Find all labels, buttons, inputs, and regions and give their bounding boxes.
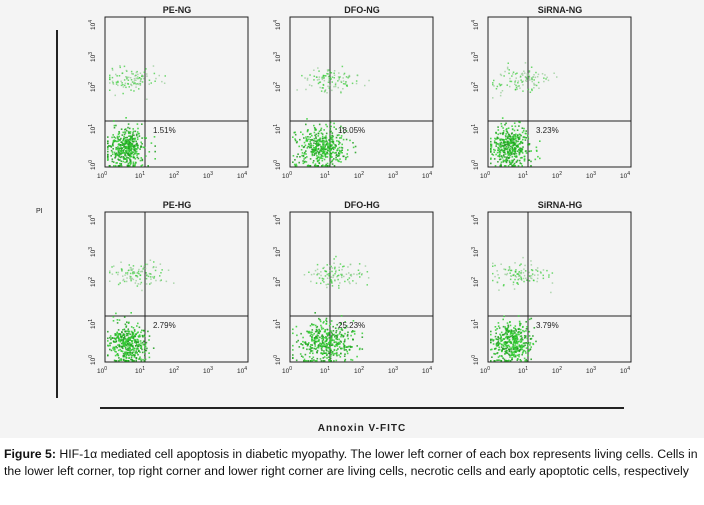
x-tick-label: 104 (620, 171, 630, 180)
panel-pe-ng: PE-NG 1.51% 100 101 102 103 104 100 101 102 103 104 (88, 5, 249, 180)
x-tick-label: 103 (586, 171, 596, 180)
panel-title: SiRNA-HG (538, 200, 583, 210)
y-tick-label: 101 (273, 124, 282, 134)
x-tick-label: 103 (388, 171, 398, 180)
x-tick-label: 102 (552, 366, 562, 375)
event-dots (490, 256, 554, 362)
panels-layer: PE-NG 1.51% 100 101 102 103 104 100 101 102 103 104… (88, 5, 632, 375)
x-tick-label: 103 (586, 366, 596, 375)
x-tick-label: 101 (518, 171, 528, 180)
x-tick-label: 104 (422, 171, 432, 180)
x-tick-label: 102 (354, 366, 364, 375)
y-tick-label: 102 (471, 277, 480, 287)
x-tick-label: 102 (169, 171, 179, 180)
y-tick-label: 104 (88, 215, 97, 225)
x-tick-label: 101 (320, 366, 330, 375)
panel-dfo-ng: DFO-NG 18.05% 100 101 102 103 104 100 101 102 103 1… (273, 5, 434, 180)
y-tick-label: 100 (471, 355, 480, 365)
x-tick-label: 102 (354, 171, 364, 180)
y-tick-label: 101 (471, 319, 480, 329)
y-tick-label: 104 (88, 20, 97, 30)
y-tick-label: 103 (88, 52, 97, 62)
y-tick-label: 103 (273, 247, 282, 257)
panel-title: DFO-NG (344, 5, 380, 15)
y-tick-label: 100 (273, 355, 282, 365)
y-tick-label: 101 (88, 124, 97, 134)
figure-area: PI Annoxin V-FITC PE-NG 1.51% 100 101 102 103… (0, 0, 704, 438)
apoptosis-percent-label: 3.23% (536, 126, 559, 135)
y-tick-label: 104 (471, 215, 480, 225)
panel-frame (289, 211, 434, 363)
x-tick-label: 101 (518, 366, 528, 375)
panel-frame (289, 16, 434, 168)
event-dots (292, 255, 370, 362)
figure-caption: Figure 5: HIF-1α mediated cell apoptosis… (4, 446, 700, 480)
apoptosis-percent-label: 2.79% (153, 321, 176, 330)
x-tick-label: 100 (480, 171, 490, 180)
panel-sirna-ng: SiRNA-NG 3.23% 100 101 102 103 104 100 101 102 103… (471, 5, 632, 180)
panel-title: SiRNA-NG (538, 5, 583, 15)
y-tick-label: 101 (273, 319, 282, 329)
y-tick-label: 100 (471, 160, 480, 170)
apoptosis-percent-label: 25.23% (338, 321, 365, 330)
panel-title: PE-HG (163, 200, 192, 210)
y-tick-label: 103 (88, 247, 97, 257)
y-tick-label: 102 (471, 82, 480, 92)
panel-frame (487, 16, 632, 168)
y-tick-label: 104 (273, 20, 282, 30)
x-tick-label: 100 (97, 366, 107, 375)
apoptosis-percent-label: 3.79% (536, 321, 559, 330)
x-tick-label: 103 (203, 366, 213, 375)
event-dots (292, 65, 370, 167)
y-tick-label: 100 (88, 160, 97, 170)
panel-frame (487, 211, 632, 363)
y-tick-label: 100 (273, 160, 282, 170)
x-tick-label: 103 (203, 171, 213, 180)
apoptosis-percent-label: 18.05% (338, 126, 365, 135)
event-dots (107, 259, 175, 362)
event-dots (490, 62, 558, 167)
y-tick-label: 102 (273, 82, 282, 92)
y-tick-label: 103 (471, 247, 480, 257)
x-tick-label: 100 (97, 171, 107, 180)
caption-text: HIF-1α mediated cell apoptosis in diabet… (4, 447, 698, 478)
event-dots (107, 65, 166, 167)
y-tick-label: 101 (471, 124, 480, 134)
x-tick-label: 100 (282, 171, 292, 180)
x-tick-label: 102 (169, 366, 179, 375)
y-tick-label: 101 (88, 319, 97, 329)
y-tick-label: 102 (88, 82, 97, 92)
panel-frame (104, 211, 249, 363)
x-tick-label: 104 (237, 366, 247, 375)
x-tick-label: 104 (422, 366, 432, 375)
y-tick-label: 104 (273, 215, 282, 225)
x-tick-label: 101 (135, 366, 145, 375)
x-tick-label: 104 (237, 171, 247, 180)
x-axis-label: Annoxin V-FITC (318, 423, 406, 434)
x-tick-label: 100 (282, 366, 292, 375)
panel-frame (104, 16, 249, 168)
y-tick-label: 103 (471, 52, 480, 62)
y-tick-label: 102 (273, 277, 282, 287)
panel-title: PE-NG (163, 5, 192, 15)
x-tick-label: 104 (620, 366, 630, 375)
x-tick-label: 101 (135, 171, 145, 180)
panel-title: DFO-HG (344, 200, 380, 210)
panel-pe-hg: PE-HG 2.79% 100 101 102 103 104 100 101 102 103 104 (88, 200, 249, 375)
y-tick-label: 102 (88, 277, 97, 287)
flow-cytometry-figure: PI Annoxin V-FITC PE-NG 1.51% 100 101 102 103… (36, 5, 632, 434)
y-tick-label: 104 (471, 20, 480, 30)
y-tick-label: 103 (273, 52, 282, 62)
y-tick-label: 100 (88, 355, 97, 365)
x-tick-label: 103 (388, 366, 398, 375)
x-tick-label: 101 (320, 171, 330, 180)
x-tick-label: 100 (480, 366, 490, 375)
x-tick-label: 102 (552, 171, 562, 180)
panel-sirna-hg: SiRNA-HG 3.79% 100 101 102 103 104 100 101 102 103… (471, 200, 632, 375)
apoptosis-percent-label: 1.51% (153, 126, 176, 135)
panel-dfo-hg: DFO-HG 25.23% 100 101 102 103 104 100 101 102 103 1… (273, 200, 434, 375)
y-axis-label: PI (36, 208, 43, 215)
caption-label: Figure 5: (4, 447, 56, 461)
